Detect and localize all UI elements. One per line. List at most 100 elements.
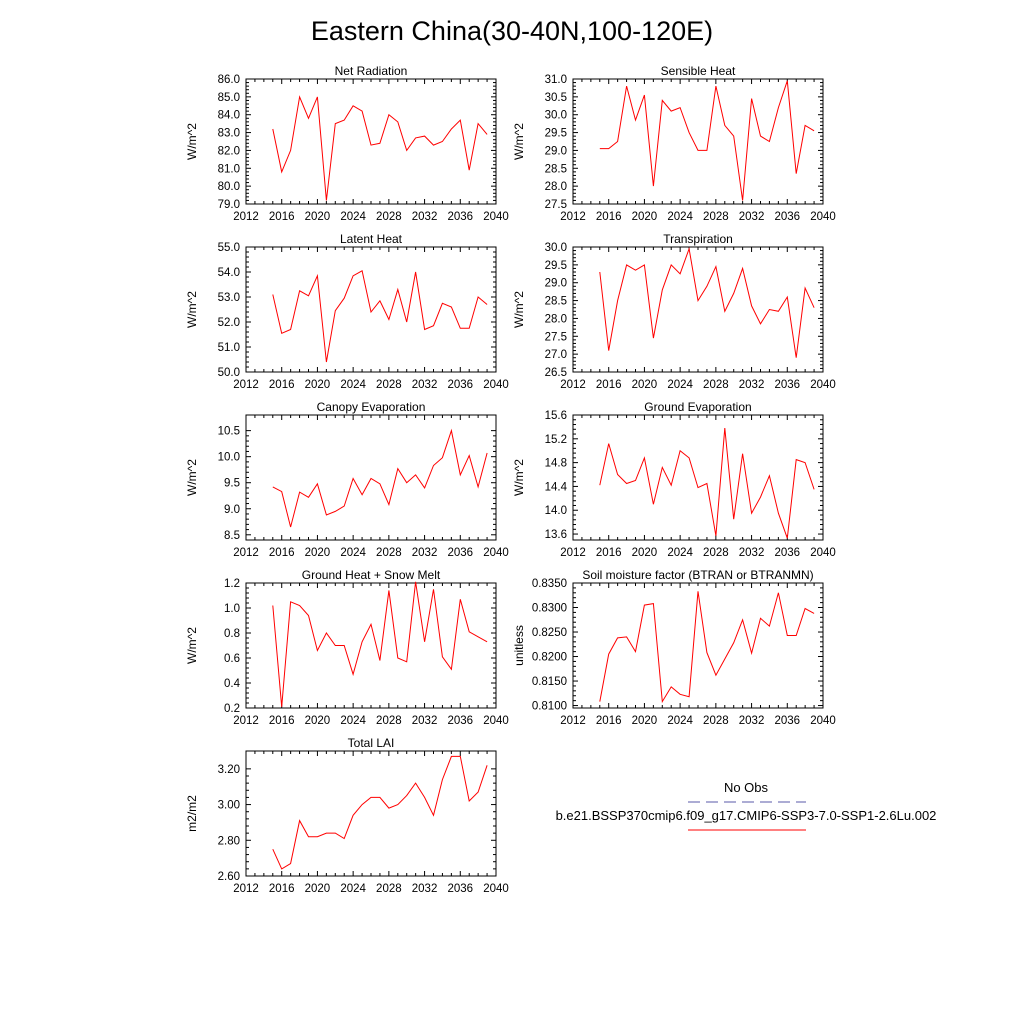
y-tick-label: 0.8150 [532, 676, 567, 688]
panel-title: Ground Evaporation [644, 400, 751, 414]
y-tick-label: 82.0 [218, 145, 240, 157]
x-tick-label: 2032 [412, 883, 438, 895]
x-tick-label: 2040 [483, 379, 509, 391]
x-tick-label: 2016 [596, 211, 622, 223]
y-axis-label: W/m^2 [185, 291, 199, 328]
x-tick-label: 2028 [703, 547, 729, 559]
x-tick-label: 2028 [376, 547, 402, 559]
y-tick-label: 80.0 [218, 181, 240, 193]
panel-title: Total LAI [348, 736, 395, 750]
y-tick-label: 27.5 [545, 199, 567, 211]
panel-7: Ground Heat + Snow Melt W/m^2 2012 2016 2020… [185, 568, 509, 727]
x-tick-label: 2012 [560, 715, 586, 727]
y-tick-label: 79.0 [218, 199, 240, 211]
x-tick-label: 2028 [376, 211, 402, 223]
x-tick-label: 2032 [412, 379, 438, 391]
x-tick-label: 2016 [596, 715, 622, 727]
x-tick-label: 2024 [340, 883, 366, 895]
y-axis-label: W/m^2 [185, 123, 199, 160]
x-tick-label: 2020 [632, 379, 658, 391]
y-tick-label: 0.8200 [532, 652, 567, 664]
x-tick-label: 2024 [667, 379, 693, 391]
legend-model-label: b.e21.BSSP370cmip6.f09_g17.CMIP6-SSP3-7.… [556, 808, 937, 823]
panel-9: Total LAI m2/m2 2012 2016 2020 2024 2028 2032 20… [185, 736, 509, 895]
x-tick-label: 2032 [412, 715, 438, 727]
y-tick-label: 85.0 [218, 92, 240, 104]
series-line [599, 591, 815, 704]
y-tick-label: 52.0 [218, 317, 240, 329]
x-tick-label: 2036 [447, 211, 473, 223]
y-axis-label: W/m^2 [512, 123, 526, 160]
y-tick-label: 26.5 [545, 367, 567, 379]
plot-frame [245, 246, 497, 373]
panel-8: Soil moisture factor (BTRAN or BTRANMN) u… [512, 568, 836, 727]
y-tick-label: 50.0 [218, 367, 240, 379]
panel-1: Net Radiation W/m^2 2012 2016 2020 2024 2028 20… [185, 64, 509, 223]
y-tick-label: 14.0 [545, 505, 567, 517]
y-tick-label: 2.60 [218, 871, 240, 883]
y-tick-label: 83.0 [218, 128, 240, 140]
x-tick-label: 2036 [447, 715, 473, 727]
legend-obs-label: No Obs [724, 780, 769, 795]
y-tick-label: 0.2 [224, 703, 240, 715]
x-tick-label: 2020 [305, 211, 331, 223]
x-tick-label: 2020 [305, 715, 331, 727]
panels: Net Radiation W/m^2 2012 2016 2020 2024 2028 20… [185, 64, 836, 895]
series-line [272, 581, 488, 707]
x-tick-label: 2024 [667, 547, 693, 559]
y-tick-label: 3.00 [218, 800, 240, 812]
x-tick-label: 2020 [632, 211, 658, 223]
y-tick-label: 30.0 [545, 242, 567, 254]
x-tick-label: 2036 [447, 547, 473, 559]
y-tick-label: 29.5 [545, 128, 567, 140]
x-tick-label: 2020 [305, 883, 331, 895]
x-tick-label: 2016 [269, 211, 295, 223]
x-tick-label: 2036 [447, 883, 473, 895]
panel-3: Latent Heat W/m^2 2012 2016 2020 2024 2028 2032… [185, 232, 509, 391]
x-tick-label: 2020 [632, 715, 658, 727]
x-tick-label: 2016 [596, 547, 622, 559]
y-tick-label: 28.0 [545, 313, 567, 325]
plot-frame [245, 78, 497, 205]
y-axis-label: W/m^2 [185, 459, 199, 496]
y-tick-label: 9.5 [224, 478, 240, 490]
x-tick-label: 2020 [632, 547, 658, 559]
y-tick-label: 3.20 [218, 764, 240, 776]
panel-6: Ground Evaporation W/m^2 2012 2016 2020 2024 2… [512, 400, 836, 559]
x-tick-label: 2036 [774, 547, 800, 559]
y-tick-label: 13.6 [545, 529, 567, 541]
x-tick-label: 2012 [233, 547, 259, 559]
y-tick-label: 28.5 [545, 163, 567, 175]
x-tick-label: 2028 [376, 715, 402, 727]
y-tick-label: 27.5 [545, 331, 567, 343]
panel-title: Ground Heat + Snow Melt [302, 568, 441, 582]
x-tick-label: 2028 [703, 211, 729, 223]
panel-title: Net Radiation [335, 64, 408, 78]
x-tick-label: 2040 [483, 211, 509, 223]
x-tick-label: 2016 [269, 547, 295, 559]
x-tick-label: 2040 [483, 547, 509, 559]
panel-title: Sensible Heat [661, 64, 736, 78]
y-tick-label: 30.5 [545, 92, 567, 104]
y-tick-label: 54.0 [218, 267, 240, 279]
y-tick-label: 9.0 [224, 504, 240, 516]
y-tick-label: 15.6 [545, 410, 567, 422]
x-tick-label: 2012 [560, 211, 586, 223]
panel-2: Sensible Heat W/m^2 2012 2016 2020 2024 2028 20… [512, 64, 836, 223]
x-tick-label: 2024 [667, 715, 693, 727]
y-tick-label: 84.0 [218, 110, 240, 122]
y-tick-label: 1.2 [224, 578, 240, 590]
x-tick-label: 2036 [774, 715, 800, 727]
x-tick-label: 2024 [340, 715, 366, 727]
x-tick-label: 2040 [810, 715, 836, 727]
x-tick-label: 2028 [703, 715, 729, 727]
y-tick-label: 0.8300 [532, 603, 567, 615]
y-axis-label: W/m^2 [185, 627, 199, 664]
y-axis-label: m2/m2 [185, 795, 199, 832]
y-tick-label: 86.0 [218, 74, 240, 86]
x-tick-label: 2032 [739, 211, 765, 223]
y-tick-label: 0.8100 [532, 701, 567, 713]
y-tick-label: 0.4 [224, 678, 241, 690]
series-line [599, 246, 815, 358]
y-tick-label: 51.0 [218, 342, 240, 354]
